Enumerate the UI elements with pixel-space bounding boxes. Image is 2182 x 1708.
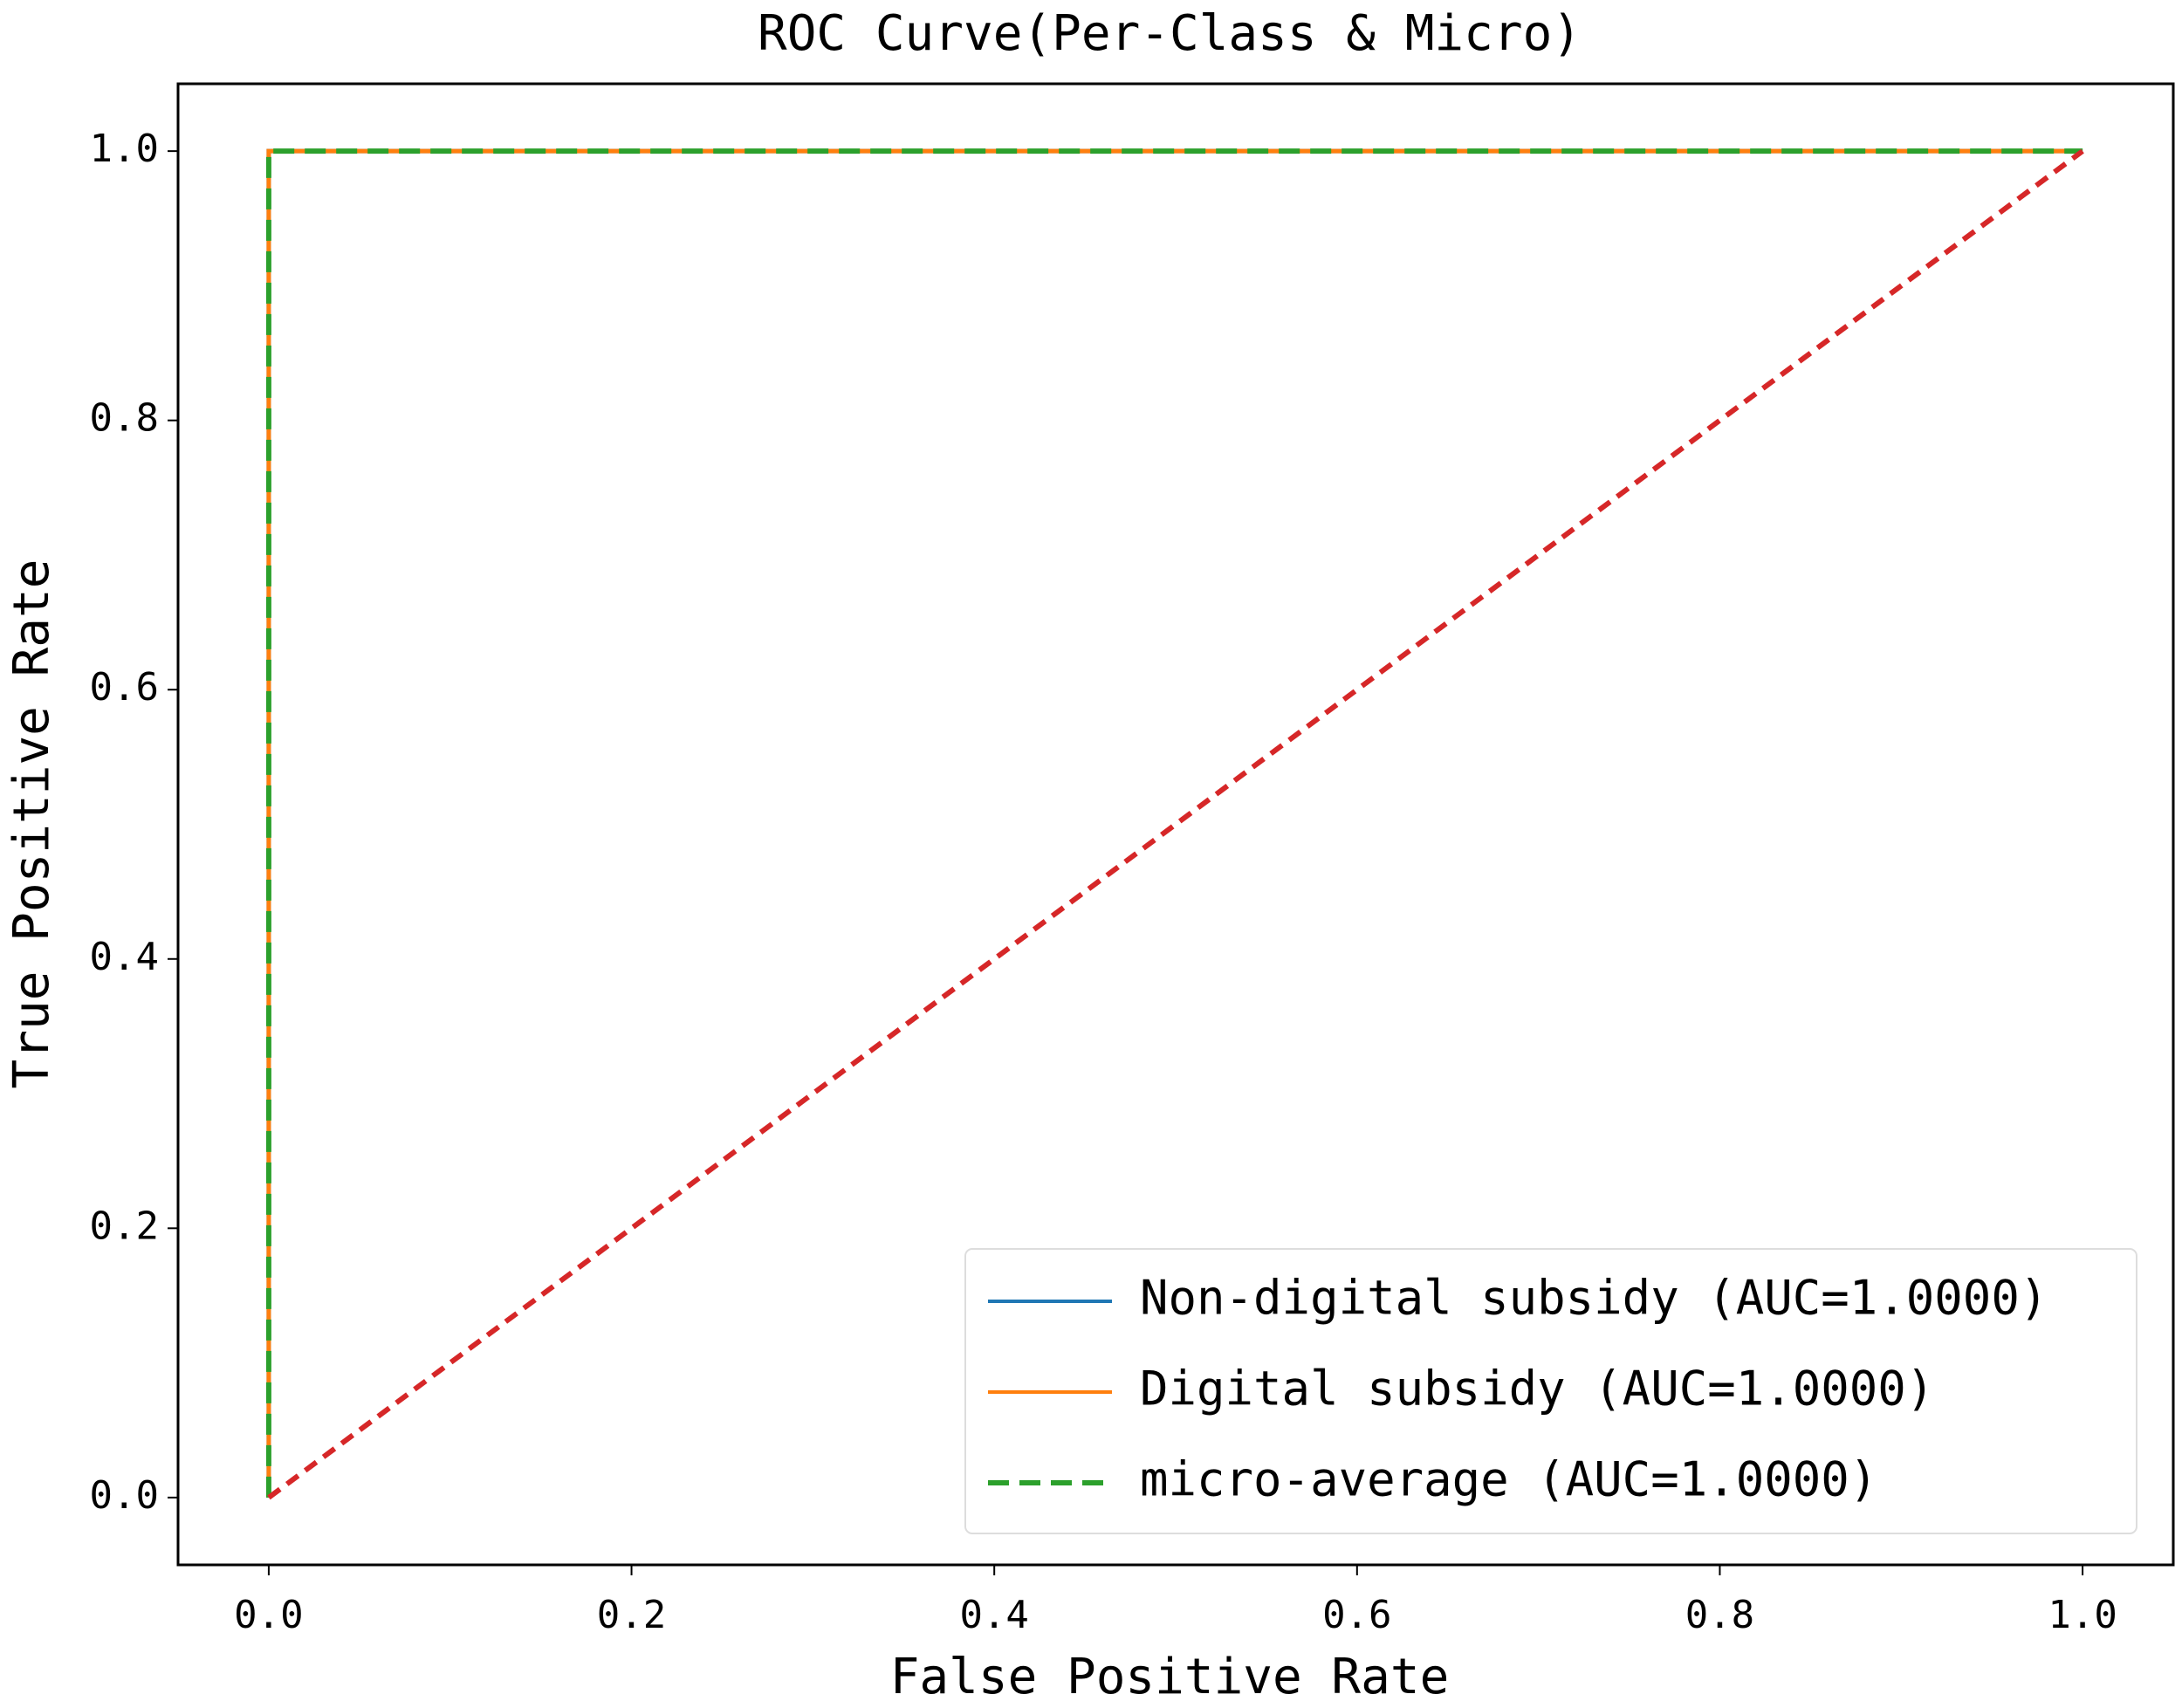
y-tick-label: 0.0 [90, 1473, 159, 1518]
legend: Non-digital subsidy (AUC=1.0000) Digital … [964, 1248, 2137, 1534]
line-series [267, 148, 2084, 1500]
y-tick-label: 0.6 [90, 665, 159, 710]
line-series [265, 148, 2083, 1498]
y-tick-label: 0.8 [90, 396, 159, 441]
chart-title: ROC Curve(Per-Class & Micro) [758, 5, 1582, 62]
legend-label: micro-average (AUC=1.0000) [1140, 1452, 1877, 1507]
legend-box [964, 1248, 2137, 1534]
legend-label: Digital subsidy (AUC=1.0000) [1140, 1362, 1934, 1416]
x-tick-label: 0.2 [597, 1593, 666, 1637]
x-tick-label: 0.6 [1322, 1593, 1391, 1637]
x-tick-label: 0.0 [234, 1593, 303, 1637]
y-tick-label: 0.2 [90, 1204, 159, 1248]
x-tick-label: 0.8 [1685, 1593, 1754, 1637]
y-tick-label: 0.4 [90, 935, 159, 979]
y-tick-label: 1.0 [90, 127, 159, 171]
x-tick-label: 0.4 [959, 1593, 1028, 1637]
x-tick-label: 1.0 [2048, 1593, 2117, 1637]
x-axis-label: False Positive Rate [890, 1649, 1450, 1705]
y-axis-label: True Positive Rate [3, 559, 60, 1089]
legend-label: Non-digital subsidy (AUC=1.0000) [1140, 1271, 2048, 1326]
plot-frame [176, 82, 2175, 1567]
